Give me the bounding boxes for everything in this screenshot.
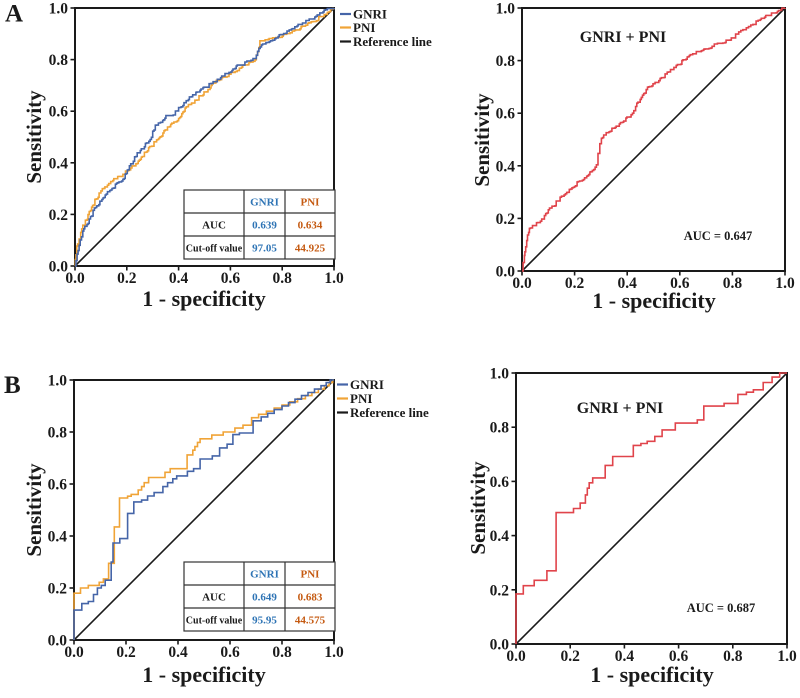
svg-text:0.8: 0.8 <box>49 52 69 69</box>
svg-text:PNI: PNI <box>301 197 320 209</box>
svg-text:0.6: 0.6 <box>490 474 510 491</box>
svg-text:0.0: 0.0 <box>506 648 526 665</box>
svg-text:0.8: 0.8 <box>496 53 516 70</box>
svg-text:1.0: 1.0 <box>490 366 510 383</box>
svg-text:AUC: AUC <box>202 220 226 232</box>
svg-text:0.0: 0.0 <box>512 275 532 292</box>
svg-text:0.0: 0.0 <box>490 637 510 654</box>
svg-text:0.2: 0.2 <box>49 207 69 224</box>
svg-text:0.6: 0.6 <box>220 644 240 661</box>
svg-text:GNRI: GNRI <box>250 197 279 209</box>
svg-text:95.95: 95.95 <box>252 615 277 627</box>
svg-text:1.0: 1.0 <box>48 373 68 390</box>
svg-text:0.4: 0.4 <box>618 275 638 292</box>
svg-text:GNRI + PNI: GNRI + PNI <box>577 400 663 417</box>
svg-text:0.6: 0.6 <box>48 477 68 494</box>
svg-text:1.0: 1.0 <box>324 644 344 661</box>
svg-text:0.4: 0.4 <box>49 155 69 172</box>
svg-text:0.8: 0.8 <box>490 420 510 437</box>
svg-text:97.05: 97.05 <box>252 243 277 255</box>
svg-text:Cut-off value: Cut-off value <box>186 616 243 627</box>
svg-text:0.4: 0.4 <box>490 528 510 545</box>
svg-text:AUC = 0.687: AUC = 0.687 <box>687 601 756 615</box>
svg-text:0.2: 0.2 <box>565 275 585 292</box>
svg-text:Sensitivity: Sensitivity <box>22 90 46 184</box>
svg-text:B: B <box>4 372 21 399</box>
svg-text:0.8: 0.8 <box>48 425 68 442</box>
svg-text:44.925: 44.925 <box>295 243 326 255</box>
svg-text:PNI: PNI <box>301 569 320 581</box>
svg-text:A: A <box>5 1 23 28</box>
svg-text:Sensitivity: Sensitivity <box>470 93 494 187</box>
svg-text:GNRI + PNI: GNRI + PNI <box>580 29 666 46</box>
svg-text:0.0: 0.0 <box>65 270 85 287</box>
svg-text:PNI: PNI <box>350 391 372 406</box>
svg-text:0.4: 0.4 <box>496 158 516 175</box>
svg-text:0.6: 0.6 <box>669 648 689 665</box>
svg-text:1 - specificity: 1 - specificity <box>590 662 713 687</box>
svg-text:Reference line: Reference line <box>353 34 432 49</box>
svg-text:0.649: 0.649 <box>252 592 277 604</box>
svg-text:0.2: 0.2 <box>561 648 581 665</box>
svg-text:0.2: 0.2 <box>496 211 516 228</box>
svg-text:PNI: PNI <box>353 20 375 35</box>
svg-text:0.4: 0.4 <box>168 644 188 661</box>
svg-text:AUC: AUC <box>202 592 226 604</box>
svg-text:0.6: 0.6 <box>670 275 690 292</box>
svg-text:0.8: 0.8 <box>723 648 743 665</box>
svg-text:0.8: 0.8 <box>273 270 293 287</box>
svg-text:Cut-off value: Cut-off value <box>186 244 243 255</box>
svg-text:Reference line: Reference line <box>350 405 429 420</box>
svg-text:0.8: 0.8 <box>272 644 292 661</box>
svg-text:0.6: 0.6 <box>496 106 516 123</box>
svg-text:1 - specificity: 1 - specificity <box>142 286 265 311</box>
svg-text:0.0: 0.0 <box>496 264 516 281</box>
svg-text:GNRI: GNRI <box>353 7 387 22</box>
svg-text:0.0: 0.0 <box>49 259 69 276</box>
svg-text:GNRI: GNRI <box>250 569 279 581</box>
svg-text:0.6: 0.6 <box>49 104 69 121</box>
svg-text:0.4: 0.4 <box>615 648 635 665</box>
svg-text:Sensitivity: Sensitivity <box>466 461 490 555</box>
svg-text:0.683: 0.683 <box>298 592 323 604</box>
svg-text:AUC = 0.647: AUC = 0.647 <box>684 229 753 243</box>
svg-text:0.2: 0.2 <box>490 582 510 599</box>
svg-text:0.634: 0.634 <box>298 220 323 232</box>
svg-text:0.4: 0.4 <box>48 529 68 546</box>
svg-text:0.0: 0.0 <box>48 633 68 650</box>
svg-text:1.0: 1.0 <box>496 1 516 18</box>
svg-text:Sensitivity: Sensitivity <box>22 463 46 557</box>
svg-text:1.0: 1.0 <box>49 1 69 18</box>
svg-text:1 - specificity: 1 - specificity <box>592 288 715 313</box>
svg-text:44.575: 44.575 <box>295 615 326 627</box>
svg-text:0.639: 0.639 <box>252 220 277 232</box>
svg-text:1.0: 1.0 <box>777 648 797 665</box>
svg-text:0.8: 0.8 <box>723 275 743 292</box>
svg-text:0.2: 0.2 <box>117 270 137 287</box>
svg-text:0.0: 0.0 <box>64 644 84 661</box>
svg-text:1 - specificity: 1 - specificity <box>142 662 265 687</box>
svg-text:0.4: 0.4 <box>169 270 189 287</box>
svg-text:0.6: 0.6 <box>221 270 241 287</box>
svg-text:GNRI: GNRI <box>350 377 384 392</box>
svg-text:1.0: 1.0 <box>324 270 344 287</box>
svg-text:1.0: 1.0 <box>775 275 795 292</box>
svg-text:0.2: 0.2 <box>48 581 68 598</box>
svg-text:0.2: 0.2 <box>116 644 136 661</box>
